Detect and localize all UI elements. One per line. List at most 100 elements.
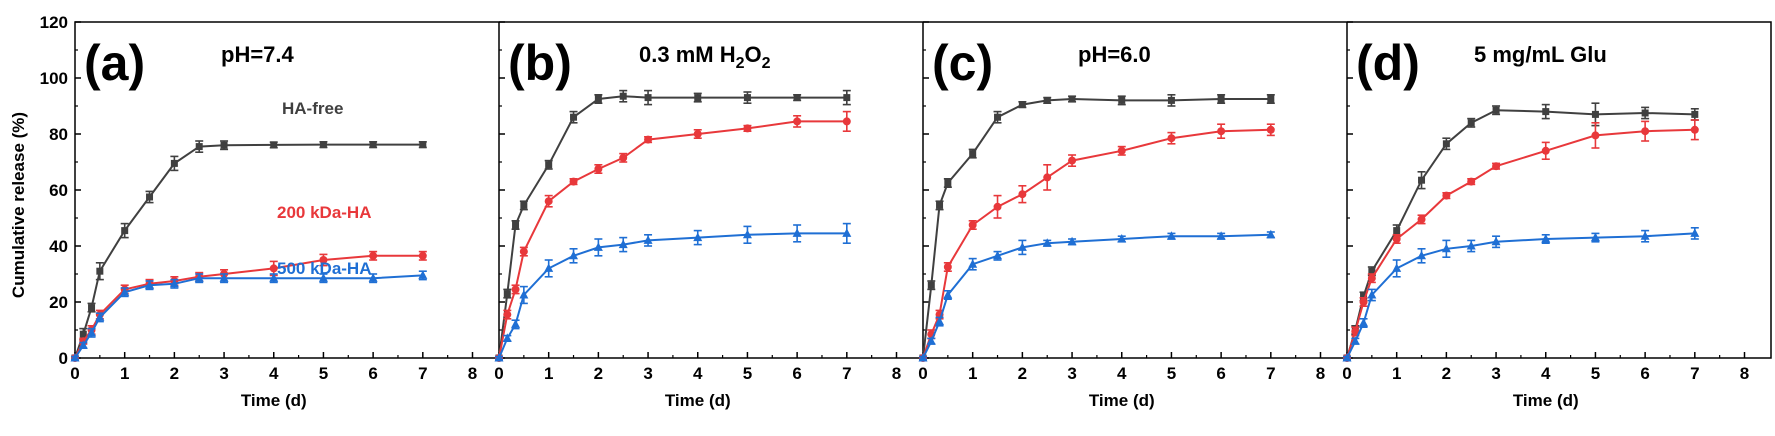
data-point bbox=[1043, 173, 1052, 182]
x-tick-label: 0 bbox=[70, 364, 79, 383]
data-point bbox=[569, 177, 578, 186]
x-tick-label: 4 bbox=[1117, 364, 1127, 383]
data-point bbox=[1267, 95, 1275, 103]
data-point bbox=[512, 221, 520, 229]
x-tick-label: 6 bbox=[1640, 364, 1649, 383]
x-axis-title: Time (d) bbox=[1089, 391, 1155, 410]
data-point bbox=[170, 159, 178, 167]
data-point bbox=[793, 117, 802, 126]
data-point bbox=[95, 312, 105, 321]
x-tick-label: 3 bbox=[1491, 364, 1500, 383]
data-point bbox=[1167, 96, 1175, 104]
series-annotation: HA-free bbox=[282, 99, 343, 118]
data-point bbox=[121, 227, 129, 235]
data-point bbox=[1492, 162, 1501, 171]
panel-d: 0 1 2 3 4 5 6 7 8 Time (d) (d) 5 mg/mL Glu bbox=[1342, 21, 1749, 410]
data-point bbox=[1216, 231, 1226, 240]
data-point bbox=[743, 124, 752, 133]
data-point bbox=[220, 141, 228, 149]
data-point bbox=[1018, 101, 1026, 109]
data-point bbox=[1342, 353, 1352, 362]
data-point bbox=[1641, 109, 1649, 117]
x-tick-label: 8 bbox=[1740, 364, 1749, 383]
y-tick-label: 20 bbox=[49, 293, 68, 312]
data-point bbox=[693, 130, 702, 138]
data-point bbox=[1017, 242, 1027, 251]
x-tick-label: 0 bbox=[918, 364, 927, 383]
data-point bbox=[169, 278, 179, 288]
data-point bbox=[943, 263, 952, 271]
data-point bbox=[1350, 336, 1360, 345]
data-point bbox=[1043, 96, 1051, 104]
x-axis-title: Time (d) bbox=[1513, 391, 1579, 410]
y-tick-label: 120 bbox=[40, 13, 68, 32]
data-point bbox=[943, 290, 953, 299]
condition-label: pH=6.0 bbox=[1078, 42, 1151, 67]
panel-c: 0 1 2 3 4 5 6 7 8 Time (d) (c) pH=6.0 bbox=[918, 21, 1325, 410]
data-point bbox=[1442, 191, 1451, 200]
data-point bbox=[594, 95, 602, 103]
x-tick-label: 6 bbox=[368, 364, 377, 383]
data-point bbox=[1351, 327, 1360, 336]
data-point bbox=[1393, 227, 1401, 235]
data-point bbox=[503, 290, 511, 298]
data-point bbox=[78, 340, 88, 349]
data-point bbox=[793, 94, 801, 102]
data-point bbox=[1690, 228, 1700, 237]
data-point bbox=[1368, 267, 1376, 275]
x-axis-title: Time (d) bbox=[241, 391, 307, 410]
data-point bbox=[503, 310, 512, 319]
data-point bbox=[146, 193, 154, 201]
data-point bbox=[927, 281, 935, 289]
data-point bbox=[1217, 95, 1225, 103]
panel-b: 0 1 2 3 4 5 6 7 8 Time (d) (b) 0.3 mM H2O2 bbox=[494, 21, 901, 410]
data-point bbox=[511, 319, 521, 328]
data-point bbox=[145, 280, 155, 289]
data-point bbox=[269, 264, 278, 273]
data-point bbox=[918, 353, 928, 362]
data-point bbox=[593, 242, 603, 251]
data-point bbox=[544, 263, 554, 272]
data-point bbox=[1591, 110, 1599, 118]
data-point bbox=[842, 228, 852, 237]
series-500-kda-ha bbox=[70, 270, 428, 362]
x-tick-label: 5 bbox=[1167, 364, 1176, 383]
data-point bbox=[519, 290, 529, 299]
x-tick-label: 5 bbox=[743, 364, 752, 383]
x-tick-label: 7 bbox=[1690, 364, 1699, 383]
data-point bbox=[969, 150, 977, 158]
data-point bbox=[569, 250, 579, 260]
series-200-kda-ha bbox=[71, 250, 427, 362]
x-tick-label: 1 bbox=[968, 364, 977, 383]
series-500-kda-ha bbox=[494, 222, 852, 362]
condition-label: 0.3 mM H2O2 bbox=[639, 42, 771, 72]
data-point bbox=[1491, 236, 1501, 246]
data-point bbox=[1217, 127, 1226, 136]
y-tick-label: 80 bbox=[49, 125, 68, 144]
data-point bbox=[1392, 235, 1401, 243]
data-point bbox=[926, 336, 936, 345]
data-point bbox=[1042, 238, 1052, 247]
panel-a: 0 1 2 3 4 5 6 7 8 Time (d) 0 20 40 60 80 100 120 (a) pH=7.… bbox=[40, 13, 478, 410]
data-point bbox=[1467, 119, 1475, 127]
data-point bbox=[994, 113, 1002, 121]
x-tick-label: 4 bbox=[1541, 364, 1551, 383]
x-tick-label: 4 bbox=[269, 364, 279, 383]
data-point bbox=[88, 304, 96, 312]
data-point bbox=[1166, 231, 1176, 240]
data-point bbox=[742, 229, 752, 239]
x-tick-label: 6 bbox=[792, 364, 801, 383]
x-tick-label: 8 bbox=[892, 364, 901, 383]
x-tick-label: 1 bbox=[1392, 364, 1401, 383]
panel-letter: (c) bbox=[932, 35, 993, 91]
data-point bbox=[1418, 176, 1426, 184]
data-point bbox=[511, 285, 520, 294]
data-point bbox=[1640, 231, 1650, 240]
data-point bbox=[79, 330, 87, 338]
series-200-kda-ha bbox=[919, 123, 1275, 362]
data-point bbox=[502, 333, 512, 342]
x-tick-label: 4 bbox=[693, 364, 703, 383]
data-point bbox=[96, 267, 104, 275]
y-axis-title: Cumulative release (%) bbox=[9, 112, 28, 298]
x-tick-label: 2 bbox=[1442, 364, 1451, 383]
